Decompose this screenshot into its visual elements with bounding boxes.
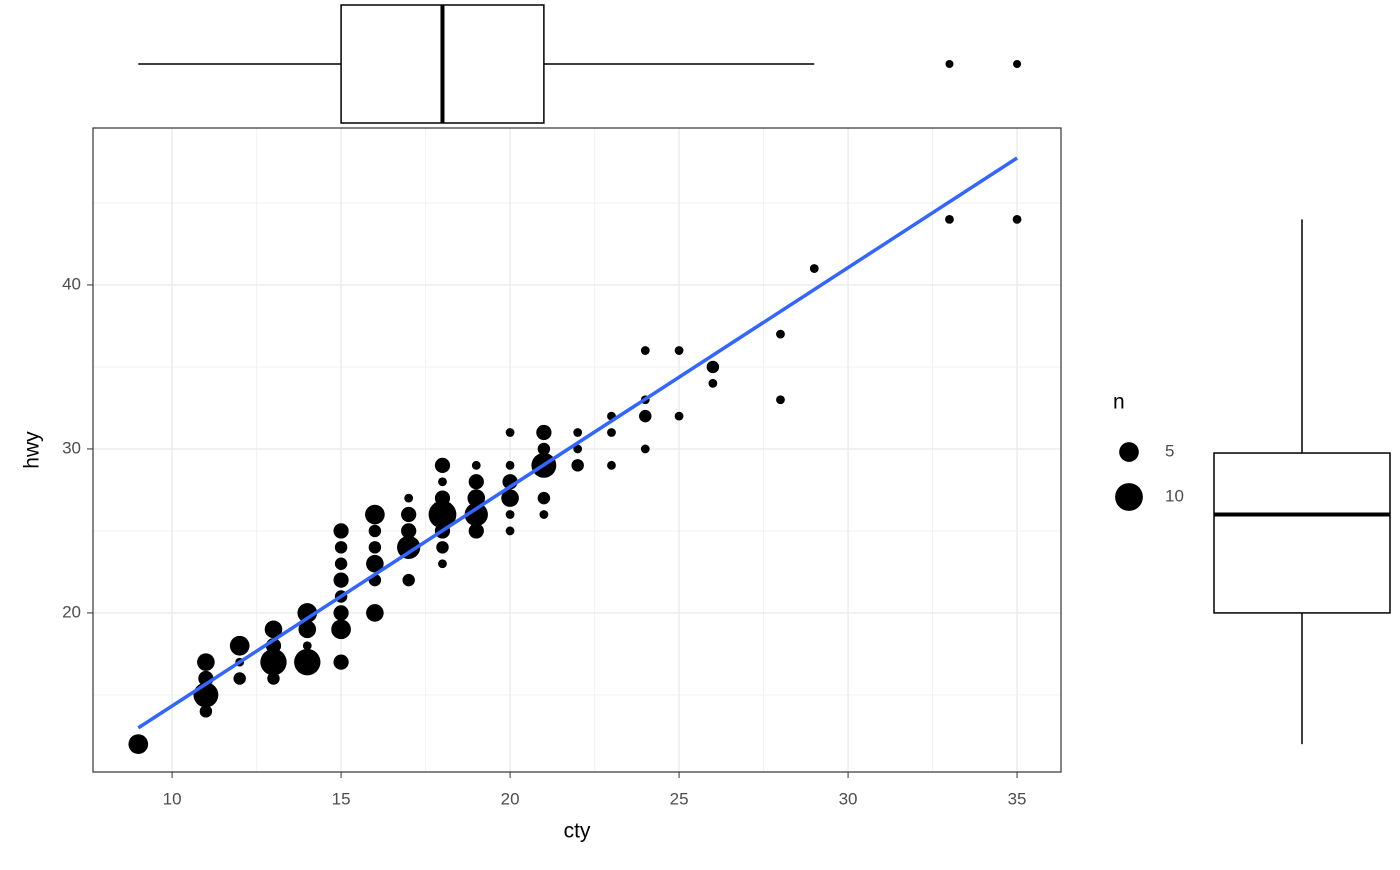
point xyxy=(467,489,486,507)
legend-key xyxy=(1115,483,1143,511)
point xyxy=(229,635,250,656)
y-tick-label: 40 xyxy=(62,274,81,293)
x-axis-title: cty xyxy=(564,820,591,843)
point xyxy=(539,510,549,519)
marks xyxy=(128,156,1022,754)
point xyxy=(302,641,312,651)
point xyxy=(536,424,552,441)
point xyxy=(193,682,219,708)
point xyxy=(366,604,384,622)
point xyxy=(674,411,684,421)
point xyxy=(404,493,414,503)
point xyxy=(776,395,785,405)
point xyxy=(333,523,349,539)
point xyxy=(708,378,718,388)
point xyxy=(1012,214,1022,224)
point xyxy=(297,603,318,623)
point xyxy=(368,524,382,538)
point xyxy=(436,541,449,554)
point xyxy=(640,346,650,355)
point xyxy=(365,504,385,525)
point xyxy=(267,672,280,685)
x-tick-label: 10 xyxy=(163,789,182,808)
y-tick-label: 30 xyxy=(62,438,81,457)
point xyxy=(809,264,819,273)
legend-title: n xyxy=(1113,391,1125,414)
point xyxy=(505,526,515,536)
x-tick-label: 35 xyxy=(1008,789,1027,808)
point xyxy=(334,541,348,554)
point xyxy=(607,428,616,437)
point xyxy=(368,541,382,554)
point xyxy=(537,491,551,505)
legend-key xyxy=(1119,442,1139,462)
box xyxy=(1213,452,1391,614)
point xyxy=(607,460,616,470)
panel-border xyxy=(92,127,1062,773)
point xyxy=(505,460,515,470)
point xyxy=(537,442,551,456)
outlier xyxy=(1013,60,1022,68)
x-tick-label: 25 xyxy=(670,789,689,808)
point xyxy=(401,523,417,539)
point xyxy=(464,502,488,527)
x-tick-label: 15 xyxy=(332,789,351,808)
point xyxy=(260,648,287,676)
fit-line xyxy=(137,156,1019,730)
point xyxy=(438,559,447,569)
point xyxy=(402,573,415,587)
point xyxy=(468,523,484,539)
point xyxy=(434,457,451,473)
point xyxy=(438,477,447,487)
point xyxy=(401,506,417,523)
point xyxy=(945,214,954,224)
point xyxy=(674,346,684,355)
point xyxy=(298,620,317,639)
point xyxy=(397,535,421,559)
point xyxy=(199,705,213,718)
point xyxy=(471,460,481,470)
legend-label: 5 xyxy=(1165,441,1174,460)
point xyxy=(428,500,457,529)
point xyxy=(706,360,720,374)
point xyxy=(501,489,519,507)
point xyxy=(468,474,484,490)
point xyxy=(639,409,652,423)
point xyxy=(776,329,785,339)
point xyxy=(264,620,283,639)
point xyxy=(573,428,583,437)
outlier xyxy=(945,60,954,68)
point xyxy=(233,672,246,685)
y-tick-label: 20 xyxy=(62,602,81,621)
point xyxy=(505,428,515,437)
point xyxy=(197,653,215,671)
point xyxy=(333,605,349,621)
point xyxy=(333,654,349,670)
point xyxy=(505,510,515,519)
point xyxy=(640,444,650,454)
y-axis-title: hwy xyxy=(21,431,44,469)
point xyxy=(128,734,149,754)
point xyxy=(331,619,351,640)
x-tick-label: 30 xyxy=(839,789,858,808)
point xyxy=(294,648,321,676)
point xyxy=(366,554,384,573)
point xyxy=(333,572,349,588)
point xyxy=(571,459,584,472)
x-tick-label: 20 xyxy=(501,789,520,808)
legend-label: 10 xyxy=(1165,486,1184,505)
point xyxy=(573,444,583,454)
point xyxy=(334,557,348,570)
